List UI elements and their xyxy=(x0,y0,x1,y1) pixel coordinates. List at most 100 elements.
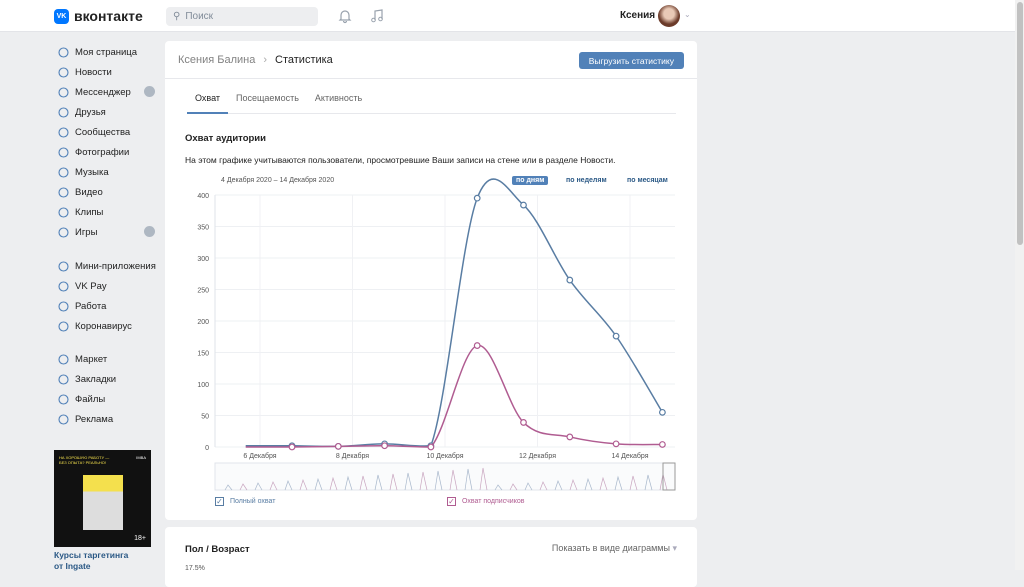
navigator-spark xyxy=(329,476,338,491)
data-point xyxy=(381,442,389,450)
data-point xyxy=(288,443,296,451)
breadcrumb: Ксения Балина › Статистика xyxy=(165,41,697,79)
period-weeks[interactable]: по неделям xyxy=(566,177,607,184)
sidebar-item[interactable]: Мини-приложения xyxy=(58,258,158,274)
data-point xyxy=(612,332,620,340)
y-tick-label: 150 xyxy=(197,351,209,358)
stats-card: Ксения Балина › Статистика Выгрузить стати… xyxy=(165,41,697,520)
sidebar-item[interactable]: Закладки xyxy=(58,371,158,387)
breadcrumb-profile[interactable]: Ксения Балина xyxy=(178,53,256,66)
sidebar-item-label: Новости xyxy=(75,66,112,78)
scrollbar-thumb[interactable] xyxy=(1017,2,1023,245)
sidebar-item-label: Реклама xyxy=(75,413,114,425)
navigator-spark xyxy=(374,474,383,491)
sidebar-item-label: Мини-приложения xyxy=(75,260,156,272)
sidebar-item[interactable]: Игры xyxy=(58,224,158,240)
megaphone-icon xyxy=(58,413,69,425)
ad-text: НА ХОРОШУЮ РАБОТУ — БЕЗ ОПЫТА? РЕАЛЬНО! xyxy=(59,455,110,465)
chevron-down-icon: ▾ xyxy=(672,543,677,553)
section-title: Пол / Возраст xyxy=(185,544,250,555)
navigator-spark xyxy=(314,477,323,491)
data-point xyxy=(566,276,574,284)
chevron-right-icon: › xyxy=(263,53,268,66)
bell-icon[interactable] xyxy=(337,8,353,24)
y-tick-label: 200 xyxy=(197,319,209,326)
checkbox-checked-icon[interactable]: ✓ xyxy=(447,497,456,506)
sidebar-item[interactable]: Клипы xyxy=(58,204,158,220)
sidebar-item-label: Маркет xyxy=(75,353,108,365)
checkbox-checked-icon[interactable]: ✓ xyxy=(215,497,224,506)
show-as-chart-dropdown[interactable]: Показать в виде диаграммы ▾ xyxy=(551,543,677,553)
ad-banner[interactable]: НА ХОРОШУЮ РАБОТУ — БЕЗ ОПЫТА? РЕАЛЬНО! I… xyxy=(54,450,151,547)
gamepad-icon xyxy=(58,226,69,238)
scrollbar[interactable] xyxy=(1015,0,1024,570)
chevron-down-icon[interactable]: ⌄ xyxy=(684,10,691,19)
data-point xyxy=(473,342,481,349)
navigator-spark xyxy=(524,482,533,491)
navigator-spark xyxy=(554,480,563,491)
sidebar-item[interactable]: Сообщества xyxy=(58,124,158,140)
ad-caption[interactable]: Курсы таргетинга от Ingate xyxy=(54,550,129,571)
chat-icon xyxy=(58,86,69,98)
search-input[interactable]: ⚲ Поиск xyxy=(166,7,318,26)
clips-icon xyxy=(58,206,69,218)
date-range: 4 Декабря 2020 – 14 Декабря 2020 xyxy=(221,177,335,184)
sidebar-item[interactable]: VK Pay xyxy=(58,278,158,294)
reach-chart[interactable]: 0 50 100 150 200 250 300 350 400 6 Декабря 8 Декаб… xyxy=(165,41,697,501)
sidebar-item[interactable]: Работа xyxy=(58,298,158,314)
sidebar-item[interactable]: Коронавирус xyxy=(58,318,158,334)
sidebar-item[interactable]: Музыка xyxy=(58,164,158,180)
navigator-spark xyxy=(269,481,278,491)
file-icon xyxy=(58,393,69,405)
navigator-spark xyxy=(494,484,503,491)
video-icon xyxy=(58,186,69,198)
sidebar-item[interactable]: Новости xyxy=(58,64,158,80)
sidebar-item[interactable]: Файлы xyxy=(58,391,158,407)
sidebar-item-label: Работа xyxy=(75,300,107,312)
legend-full-reach[interactable]: ✓ Полный охват xyxy=(215,497,276,506)
data-point xyxy=(427,443,435,451)
chart-navigator xyxy=(214,462,676,491)
percent-value: 17.5% xyxy=(185,565,205,572)
newspaper-icon xyxy=(58,66,69,78)
tab-reach[interactable]: Охват xyxy=(187,93,229,114)
y-tick-label: 50 xyxy=(201,414,209,421)
music-icon[interactable] xyxy=(369,8,385,24)
sidebar-item-label: Коронавирус xyxy=(75,320,132,332)
x-tick-label: 6 Декабря xyxy=(243,452,276,460)
sidebar-item[interactable]: Моя страница xyxy=(58,44,158,60)
sidebar-item[interactable]: Видео xyxy=(58,184,158,200)
period-days[interactable]: по дням xyxy=(512,176,549,185)
navigator-spark xyxy=(464,468,473,491)
ad-age: 18+ xyxy=(134,535,146,542)
navigator-spark xyxy=(599,476,608,491)
sidebar-item-label: Музыка xyxy=(75,166,109,178)
period-months[interactable]: по месяцам xyxy=(627,177,668,184)
apps-icon xyxy=(58,260,69,272)
sidebar-item[interactable]: Друзья xyxy=(58,104,158,120)
legend-subscriber-reach[interactable]: ✓ Охват подписчиков xyxy=(447,497,525,506)
navigator-spark xyxy=(434,470,443,491)
navigator-spark xyxy=(239,483,248,491)
sidebar-item[interactable]: Фотографии xyxy=(58,144,158,160)
series-line xyxy=(245,344,663,448)
navigator-spark xyxy=(584,477,593,491)
sidebar-item[interactable]: Маркет xyxy=(58,351,158,367)
section-title: Охват аудитории xyxy=(185,133,266,144)
navigator-spark xyxy=(254,482,263,491)
gender-age-card: Пол / Возраст Показать в виде диаграммы … xyxy=(165,527,697,587)
vk-logo[interactable]: VK вконтакте xyxy=(54,8,143,24)
y-tick-label: 0 xyxy=(205,445,209,452)
music-icon xyxy=(58,166,69,178)
user-name[interactable]: Ксения xyxy=(620,10,656,21)
avatar[interactable] xyxy=(658,5,680,27)
export-stats-button[interactable]: Выгрузить статистику xyxy=(578,52,684,69)
tab-visits[interactable]: Посещаемость xyxy=(236,93,299,103)
sidebar-item-label: Клипы xyxy=(75,206,104,218)
sidebar-item[interactable]: Мессенджер xyxy=(58,84,158,100)
x-tick-label: 12 Декабря xyxy=(519,452,556,460)
tab-activity[interactable]: Активность xyxy=(314,93,363,103)
sidebar-item-label: Файлы xyxy=(75,393,106,405)
sidebar-item-label: VK Pay xyxy=(75,280,107,292)
sidebar-item[interactable]: Реклама xyxy=(58,411,158,427)
